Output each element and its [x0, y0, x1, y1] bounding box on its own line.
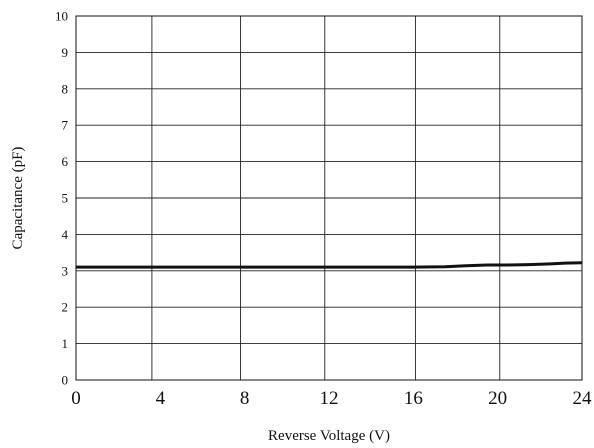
y-tick-label: 8	[62, 81, 69, 96]
y-tick-label: 4	[62, 227, 69, 242]
y-tick-label: 1	[62, 336, 69, 351]
x-axis-tick-labels: 0 4 8 12 16 20 24	[71, 388, 592, 409]
plot-frame	[75, 15, 583, 381]
grid	[75, 15, 583, 381]
y-tick-label: 6	[62, 154, 69, 169]
y-tick-label: 2	[62, 300, 69, 315]
y-tick-label: 3	[62, 263, 69, 278]
series-group	[76, 261, 583, 269]
y-tick-label: 5	[62, 191, 69, 206]
x-tick-label: 20	[488, 388, 507, 409]
y-axis-tick-labels: 0 1 2 3 4 5 6 7 8 9 10	[55, 9, 69, 388]
y-tick-label: 7	[62, 118, 69, 133]
x-tick-label: 4	[156, 388, 166, 409]
y-tick-label: 10	[55, 9, 68, 24]
x-axis-title: Reverse Voltage (V)	[268, 428, 390, 444]
y-axis-title: Capacitance (pF)	[10, 147, 26, 250]
x-tick-label: 16	[404, 388, 423, 409]
x-tick-label: 8	[240, 388, 250, 409]
y-tick-label: 0	[62, 373, 69, 388]
x-tick-label: 24	[573, 388, 593, 409]
capacitance-line	[76, 261, 583, 269]
x-tick-label: 0	[71, 388, 81, 409]
x-tick-label: 12	[320, 388, 339, 409]
y-tick-label: 9	[62, 45, 69, 60]
